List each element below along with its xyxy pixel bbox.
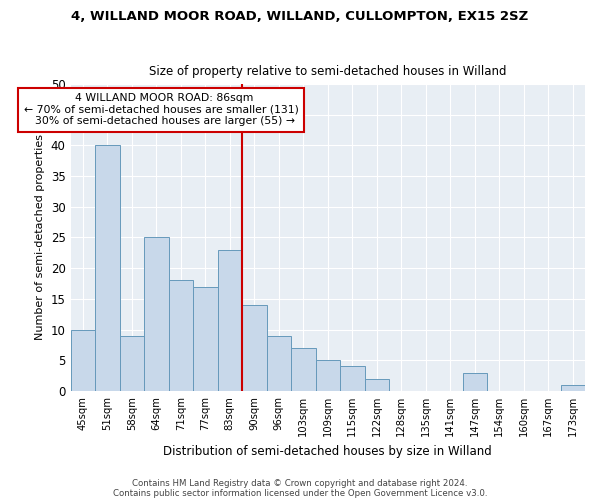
Bar	[119, 336, 144, 391]
Text: Contains public sector information licensed under the Open Government Licence v3: Contains public sector information licen…	[113, 488, 487, 498]
Bar	[463, 372, 487, 391]
Bar	[316, 360, 340, 391]
Bar	[95, 146, 119, 391]
Bar	[340, 366, 365, 391]
Bar	[71, 330, 95, 391]
Bar	[169, 280, 193, 391]
Bar	[242, 305, 266, 391]
Bar	[365, 378, 389, 391]
Bar	[144, 238, 169, 391]
Text: 4, WILLAND MOOR ROAD, WILLAND, CULLOMPTON, EX15 2SZ: 4, WILLAND MOOR ROAD, WILLAND, CULLOMPTO…	[71, 10, 529, 23]
Bar	[193, 286, 218, 391]
Bar	[266, 336, 291, 391]
Bar	[291, 348, 316, 391]
Bar	[560, 385, 585, 391]
Y-axis label: Number of semi-detached properties: Number of semi-detached properties	[35, 134, 45, 340]
Text: Contains HM Land Registry data © Crown copyright and database right 2024.: Contains HM Land Registry data © Crown c…	[132, 478, 468, 488]
Text: 4 WILLAND MOOR ROAD: 86sqm
← 70% of semi-detached houses are smaller (131)
  30%: 4 WILLAND MOOR ROAD: 86sqm ← 70% of semi…	[24, 93, 299, 126]
X-axis label: Distribution of semi-detached houses by size in Willand: Distribution of semi-detached houses by …	[163, 444, 492, 458]
Title: Size of property relative to semi-detached houses in Willand: Size of property relative to semi-detach…	[149, 66, 506, 78]
Bar	[218, 250, 242, 391]
